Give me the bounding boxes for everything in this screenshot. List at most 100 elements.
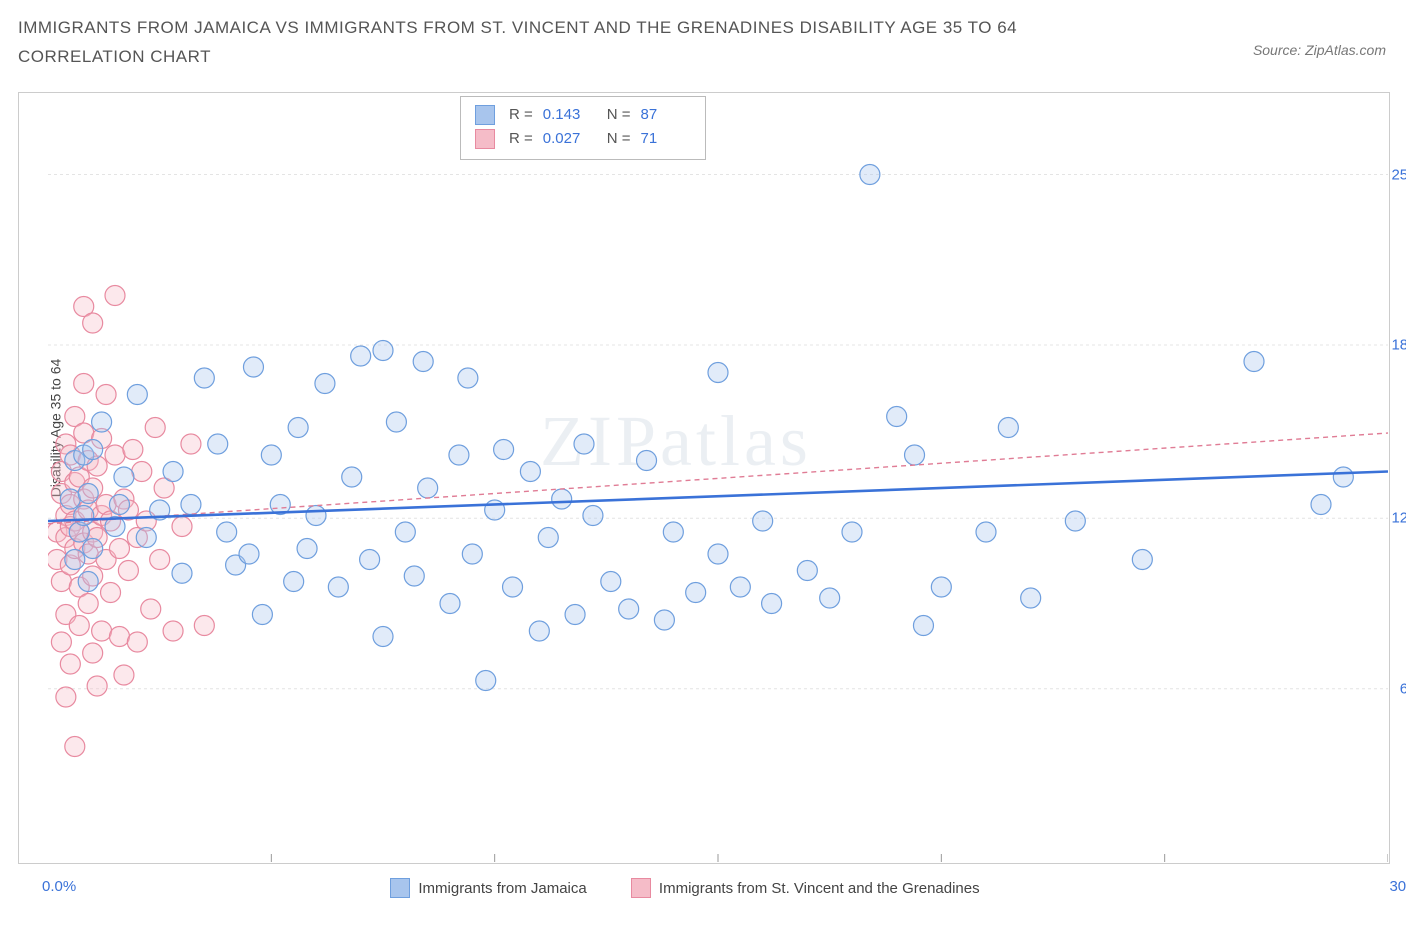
data-point-stvincent	[51, 632, 71, 652]
data-point-jamaica	[538, 528, 558, 548]
data-point-jamaica	[163, 462, 183, 482]
legend-item-jamaica: Immigrants from Jamaica	[390, 878, 586, 898]
data-point-stvincent	[105, 286, 125, 306]
y-tick-label: 25.0%	[1391, 166, 1406, 183]
data-point-jamaica	[306, 506, 326, 526]
data-point-jamaica	[261, 445, 281, 465]
swatch-stvincent	[475, 129, 495, 149]
data-point-stvincent	[141, 599, 161, 619]
data-point-stvincent	[150, 550, 170, 570]
data-point-stvincent	[109, 627, 129, 647]
data-point-jamaica	[663, 522, 683, 542]
data-point-jamaica	[654, 610, 674, 630]
data-point-stvincent	[83, 313, 103, 333]
data-point-jamaica	[476, 671, 496, 691]
data-point-stvincent	[105, 445, 125, 465]
data-point-jamaica	[913, 616, 933, 636]
data-point-jamaica	[92, 412, 112, 432]
data-point-jamaica	[1311, 495, 1331, 515]
legend-item-stvincent: Immigrants from St. Vincent and the Gren…	[631, 878, 980, 898]
data-point-jamaica	[404, 566, 424, 586]
data-point-jamaica	[114, 467, 134, 487]
data-point-jamaica	[395, 522, 415, 542]
data-point-jamaica	[637, 451, 657, 471]
data-point-stvincent	[101, 583, 121, 603]
data-point-jamaica	[1333, 467, 1353, 487]
data-point-jamaica	[565, 605, 585, 625]
trend-line-jamaica	[48, 472, 1388, 522]
data-point-jamaica	[583, 506, 603, 526]
data-point-jamaica	[529, 621, 549, 641]
n-label-jamaica: N =	[607, 103, 631, 127]
y-tick-label: 18.8%	[1391, 337, 1406, 354]
data-point-stvincent	[74, 374, 94, 394]
r-label-stvincent: R =	[509, 127, 533, 151]
source-attribution: Source: ZipAtlas.com	[1253, 42, 1386, 58]
data-point-jamaica	[887, 407, 907, 427]
data-point-jamaica	[208, 434, 228, 454]
data-point-stvincent	[127, 632, 147, 652]
data-point-jamaica	[172, 563, 192, 583]
data-point-jamaica	[418, 478, 438, 498]
r-value-stvincent: 0.027	[543, 127, 593, 151]
data-point-stvincent	[132, 462, 152, 482]
legend-series: Immigrants from Jamaica Immigrants from …	[0, 878, 1370, 902]
data-point-jamaica	[60, 489, 80, 509]
data-point-jamaica	[842, 522, 862, 542]
plot-area: 6.3%12.5%18.8%25.0%	[48, 92, 1388, 862]
data-point-stvincent	[163, 621, 183, 641]
data-point-jamaica	[78, 572, 98, 592]
y-tick-label: 12.5%	[1391, 510, 1406, 527]
x-max-label: 30.0%	[1389, 878, 1406, 895]
swatch-jamaica	[475, 105, 495, 125]
data-point-jamaica	[252, 605, 272, 625]
legend-stats-row-jamaica: R = 0.143 N = 87	[475, 103, 691, 127]
data-point-jamaica	[753, 511, 773, 531]
data-point-jamaica	[217, 522, 237, 542]
legend-label-stvincent: Immigrants from St. Vincent and the Gren…	[659, 880, 980, 897]
data-point-jamaica	[905, 445, 925, 465]
data-point-stvincent	[96, 385, 116, 405]
data-point-jamaica	[820, 588, 840, 608]
data-point-jamaica	[708, 544, 728, 564]
data-point-jamaica	[574, 434, 594, 454]
data-point-jamaica	[284, 572, 304, 592]
data-point-stvincent	[87, 676, 107, 696]
data-point-jamaica	[1021, 588, 1041, 608]
data-point-jamaica	[127, 385, 147, 405]
data-point-stvincent	[60, 654, 80, 674]
data-point-stvincent	[109, 539, 129, 559]
data-point-stvincent	[92, 621, 112, 641]
data-point-jamaica	[194, 368, 214, 388]
n-label-stvincent: N =	[607, 127, 631, 151]
data-point-jamaica	[552, 489, 572, 509]
data-point-jamaica	[503, 577, 523, 597]
legend-stats: R = 0.143 N = 87 R = 0.027 N = 71	[460, 96, 706, 160]
swatch-stvincent-bottom	[631, 878, 651, 898]
data-point-jamaica	[386, 412, 406, 432]
data-point-jamaica	[440, 594, 460, 614]
data-point-stvincent	[181, 434, 201, 454]
data-point-jamaica	[297, 539, 317, 559]
data-point-jamaica	[413, 352, 433, 372]
data-point-stvincent	[118, 561, 138, 581]
data-point-jamaica	[288, 418, 308, 438]
data-point-jamaica	[328, 577, 348, 597]
data-point-jamaica	[83, 440, 103, 460]
data-point-jamaica	[860, 165, 880, 185]
data-point-jamaica	[601, 572, 621, 592]
data-point-jamaica	[373, 627, 393, 647]
legend-label-jamaica: Immigrants from Jamaica	[418, 880, 586, 897]
data-point-jamaica	[78, 484, 98, 504]
data-point-jamaica	[1244, 352, 1264, 372]
data-point-stvincent	[194, 616, 214, 636]
data-point-stvincent	[56, 687, 76, 707]
data-point-stvincent	[145, 418, 165, 438]
data-point-jamaica	[686, 583, 706, 603]
data-point-jamaica	[109, 495, 129, 515]
data-point-jamaica	[65, 550, 85, 570]
data-point-jamaica	[520, 462, 540, 482]
data-point-jamaica	[998, 418, 1018, 438]
data-point-stvincent	[78, 594, 98, 614]
data-point-jamaica	[458, 368, 478, 388]
